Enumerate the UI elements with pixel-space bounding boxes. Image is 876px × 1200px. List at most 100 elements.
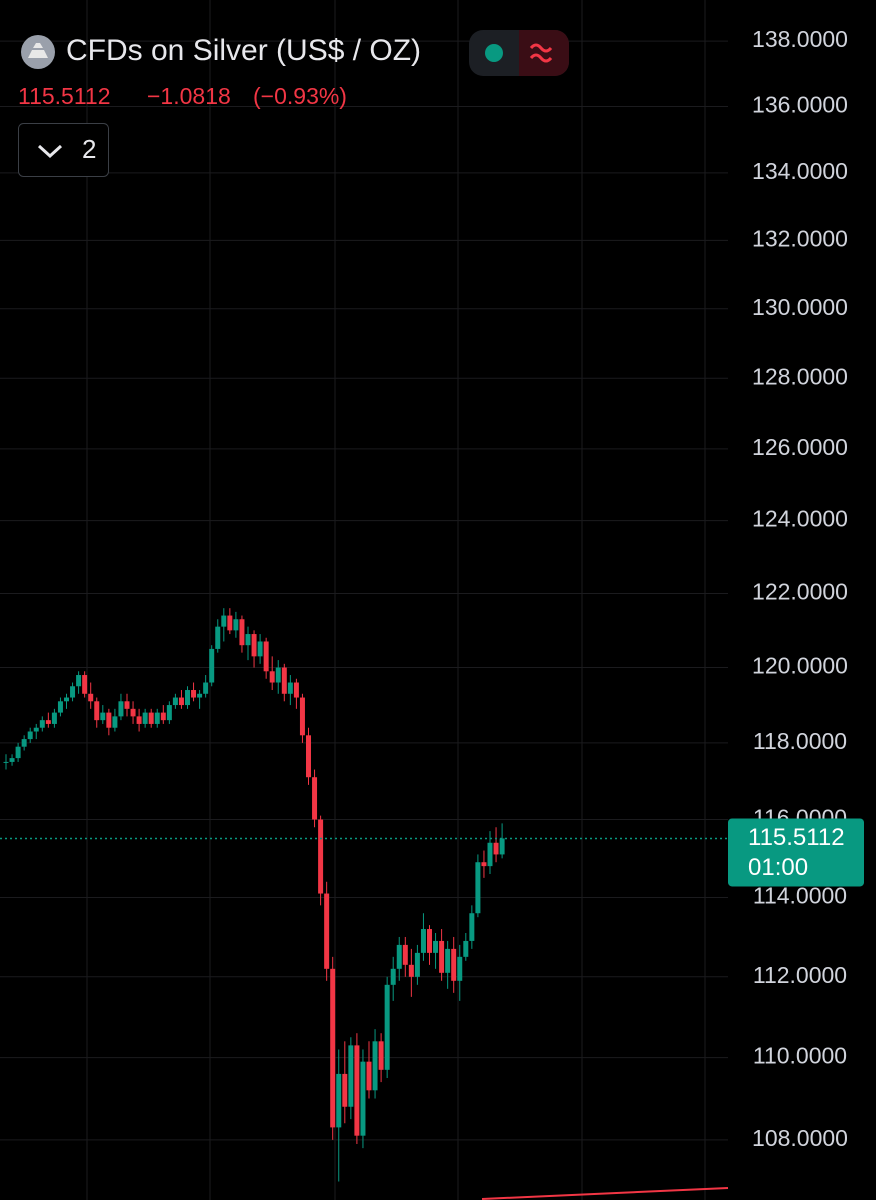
candle-body — [124, 701, 130, 709]
candle-body — [324, 893, 330, 969]
candle-body — [293, 682, 299, 698]
y-tick-label: 128.0000 — [752, 363, 848, 389]
candle-body — [100, 712, 106, 721]
y-tick-label: 118.0000 — [753, 728, 847, 754]
candle-body — [499, 838, 505, 855]
candle-body — [118, 701, 124, 717]
candle-body — [257, 641, 263, 657]
candle-body — [166, 705, 172, 721]
y-tick-label: 130.0000 — [752, 294, 848, 320]
grid — [0, 0, 728, 1200]
candle-body — [390, 968, 396, 985]
candle-body — [366, 1061, 372, 1091]
candle-body — [112, 716, 118, 728]
market-open-dot — [485, 44, 503, 62]
candles — [0, 608, 728, 1182]
status-toggle[interactable] — [469, 30, 569, 76]
candle-body — [342, 1073, 348, 1107]
y-tick-label: 120.0000 — [752, 653, 848, 679]
change: −1.0818 — [147, 83, 231, 109]
candle-body — [275, 667, 281, 683]
candle-body — [469, 913, 475, 941]
candle-body — [493, 842, 499, 855]
candle-body — [287, 682, 293, 694]
candle-body — [451, 948, 457, 981]
candle-body — [209, 648, 215, 683]
candle-body — [142, 712, 148, 724]
indicators-toggle[interactable]: 2 — [18, 123, 109, 177]
candle-body — [15, 746, 21, 759]
candle-body — [281, 667, 287, 694]
candle-body — [76, 675, 82, 687]
candle-body — [396, 944, 402, 969]
candle-body — [227, 615, 233, 631]
candle-body — [306, 735, 311, 778]
candle-body — [221, 615, 227, 627]
y-tick-label: 126.0000 — [752, 434, 848, 460]
candle-body — [130, 708, 136, 717]
y-tick-label: 110.0000 — [753, 1043, 847, 1069]
candle-body — [57, 701, 63, 713]
candle-body — [27, 731, 33, 740]
candle-body — [88, 693, 94, 702]
candle-body — [330, 968, 336, 1128]
candle-body — [263, 641, 269, 672]
header: CFDs on Silver (US$ / OZ) 115.5112 −1.08… — [18, 30, 569, 177]
candle-body — [378, 1041, 384, 1070]
candle-body — [245, 634, 251, 646]
candle-body — [427, 929, 432, 953]
candle-body — [70, 686, 76, 698]
candle-body — [239, 619, 245, 646]
countdown-label: 01:00 — [748, 854, 808, 881]
candle-body — [9, 758, 15, 762]
change-percent: (−0.93%) — [253, 83, 347, 109]
trend-line — [481, 1187, 729, 1200]
candle-body — [45, 720, 51, 724]
indicator-count: 2 — [82, 134, 96, 164]
candle-body — [439, 940, 445, 973]
y-tick-label: 112.0000 — [753, 962, 847, 988]
y-tick-label: 134.0000 — [752, 158, 848, 184]
candle-body — [481, 862, 487, 867]
candle-body — [463, 940, 469, 957]
candle-body — [21, 739, 27, 747]
candle-body — [354, 1045, 360, 1136]
candle-body — [160, 712, 166, 721]
y-tick-label: 138.0000 — [752, 26, 848, 52]
candle-body — [215, 626, 221, 649]
candle-body — [94, 701, 100, 721]
candle-body — [414, 952, 420, 977]
candle-body — [203, 682, 209, 694]
candle-body — [233, 619, 239, 631]
symbol-icon-bars — [28, 43, 48, 58]
candle-body — [39, 720, 45, 728]
last-price-label: 115.5112 — [748, 824, 845, 851]
price-axis: 108.0000110.0000112.0000114.0000116.0000… — [728, 26, 864, 1151]
candle-body — [154, 712, 160, 724]
last-price-box — [728, 818, 864, 887]
indicators-box — [18, 123, 109, 177]
candle-body — [172, 697, 178, 706]
data-delay-icon — [529, 43, 553, 63]
candle-body — [420, 929, 426, 953]
candle-body — [178, 697, 184, 706]
candle-body — [3, 761, 9, 763]
candle-body — [191, 690, 197, 698]
chevron — [37, 144, 63, 159]
candle-body — [197, 693, 203, 698]
candle-body — [445, 948, 451, 973]
candle-body — [408, 964, 414, 977]
candle-body — [269, 671, 275, 683]
chart-title: CFDs on Silver (US$ / OZ) — [66, 34, 421, 67]
candle-body — [348, 1045, 354, 1107]
candle-body — [185, 690, 190, 706]
last-price: 115.5112 — [18, 83, 111, 109]
candle-body — [33, 727, 39, 732]
y-tick-label: 114.0000 — [753, 883, 847, 909]
candle-body — [372, 1041, 378, 1091]
candle-body — [64, 697, 69, 702]
candle-body — [251, 634, 257, 657]
